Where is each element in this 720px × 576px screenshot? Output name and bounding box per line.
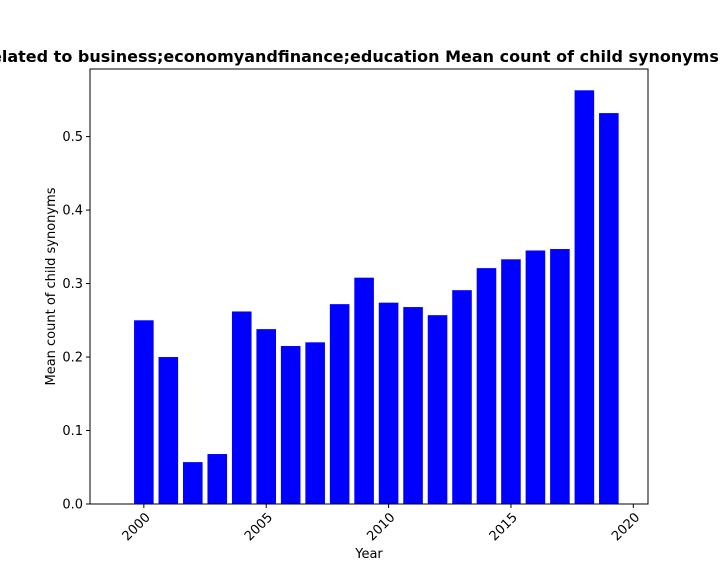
- y-tick-label-0.5: 0.5: [62, 130, 83, 145]
- bar-2006: [280, 346, 301, 504]
- bar-2012: [427, 315, 448, 504]
- bar-2002: [183, 462, 203, 504]
- bar-2010: [378, 302, 399, 504]
- bar-2008: [329, 304, 350, 504]
- chart-title: Related to business;economyandfinance;ed…: [0, 47, 720, 66]
- x-tick-label-2005: 2005: [242, 510, 276, 544]
- x-axis-label: Year: [354, 547, 383, 562]
- y-tick-label-0.3: 0.3: [62, 277, 83, 292]
- y-tick-label-0.1: 0.1: [62, 424, 83, 439]
- bar-2004: [231, 311, 252, 504]
- y-tick-label-0.0: 0.0: [62, 498, 83, 513]
- x-tick-label-2020: 2020: [609, 510, 643, 544]
- y-axis-label: Mean count of child synonyms: [44, 187, 59, 385]
- bar-2017: [550, 249, 570, 504]
- y-tick-label-0.4: 0.4: [62, 204, 83, 219]
- bar-2003: [207, 454, 228, 504]
- x-tick-label-2000: 2000: [120, 510, 154, 544]
- bar-2015: [501, 259, 521, 504]
- y-tick-label-0.2: 0.2: [62, 351, 83, 366]
- bar-2009: [354, 277, 374, 504]
- bar-2001: [158, 357, 179, 504]
- bar-2013: [452, 290, 472, 504]
- bar-2019: [599, 113, 619, 504]
- bar-2016: [525, 250, 546, 504]
- bar-2007: [305, 342, 325, 504]
- x-tick-label-2010: 2010: [364, 510, 398, 544]
- bar-2018: [574, 90, 595, 504]
- bar-2014: [476, 268, 497, 504]
- x-tick-label-2015: 2015: [487, 510, 521, 544]
- bar-2011: [403, 307, 423, 504]
- axes-frame: [89, 68, 649, 505]
- bar-2000: [134, 320, 154, 504]
- bar-2005: [256, 329, 276, 504]
